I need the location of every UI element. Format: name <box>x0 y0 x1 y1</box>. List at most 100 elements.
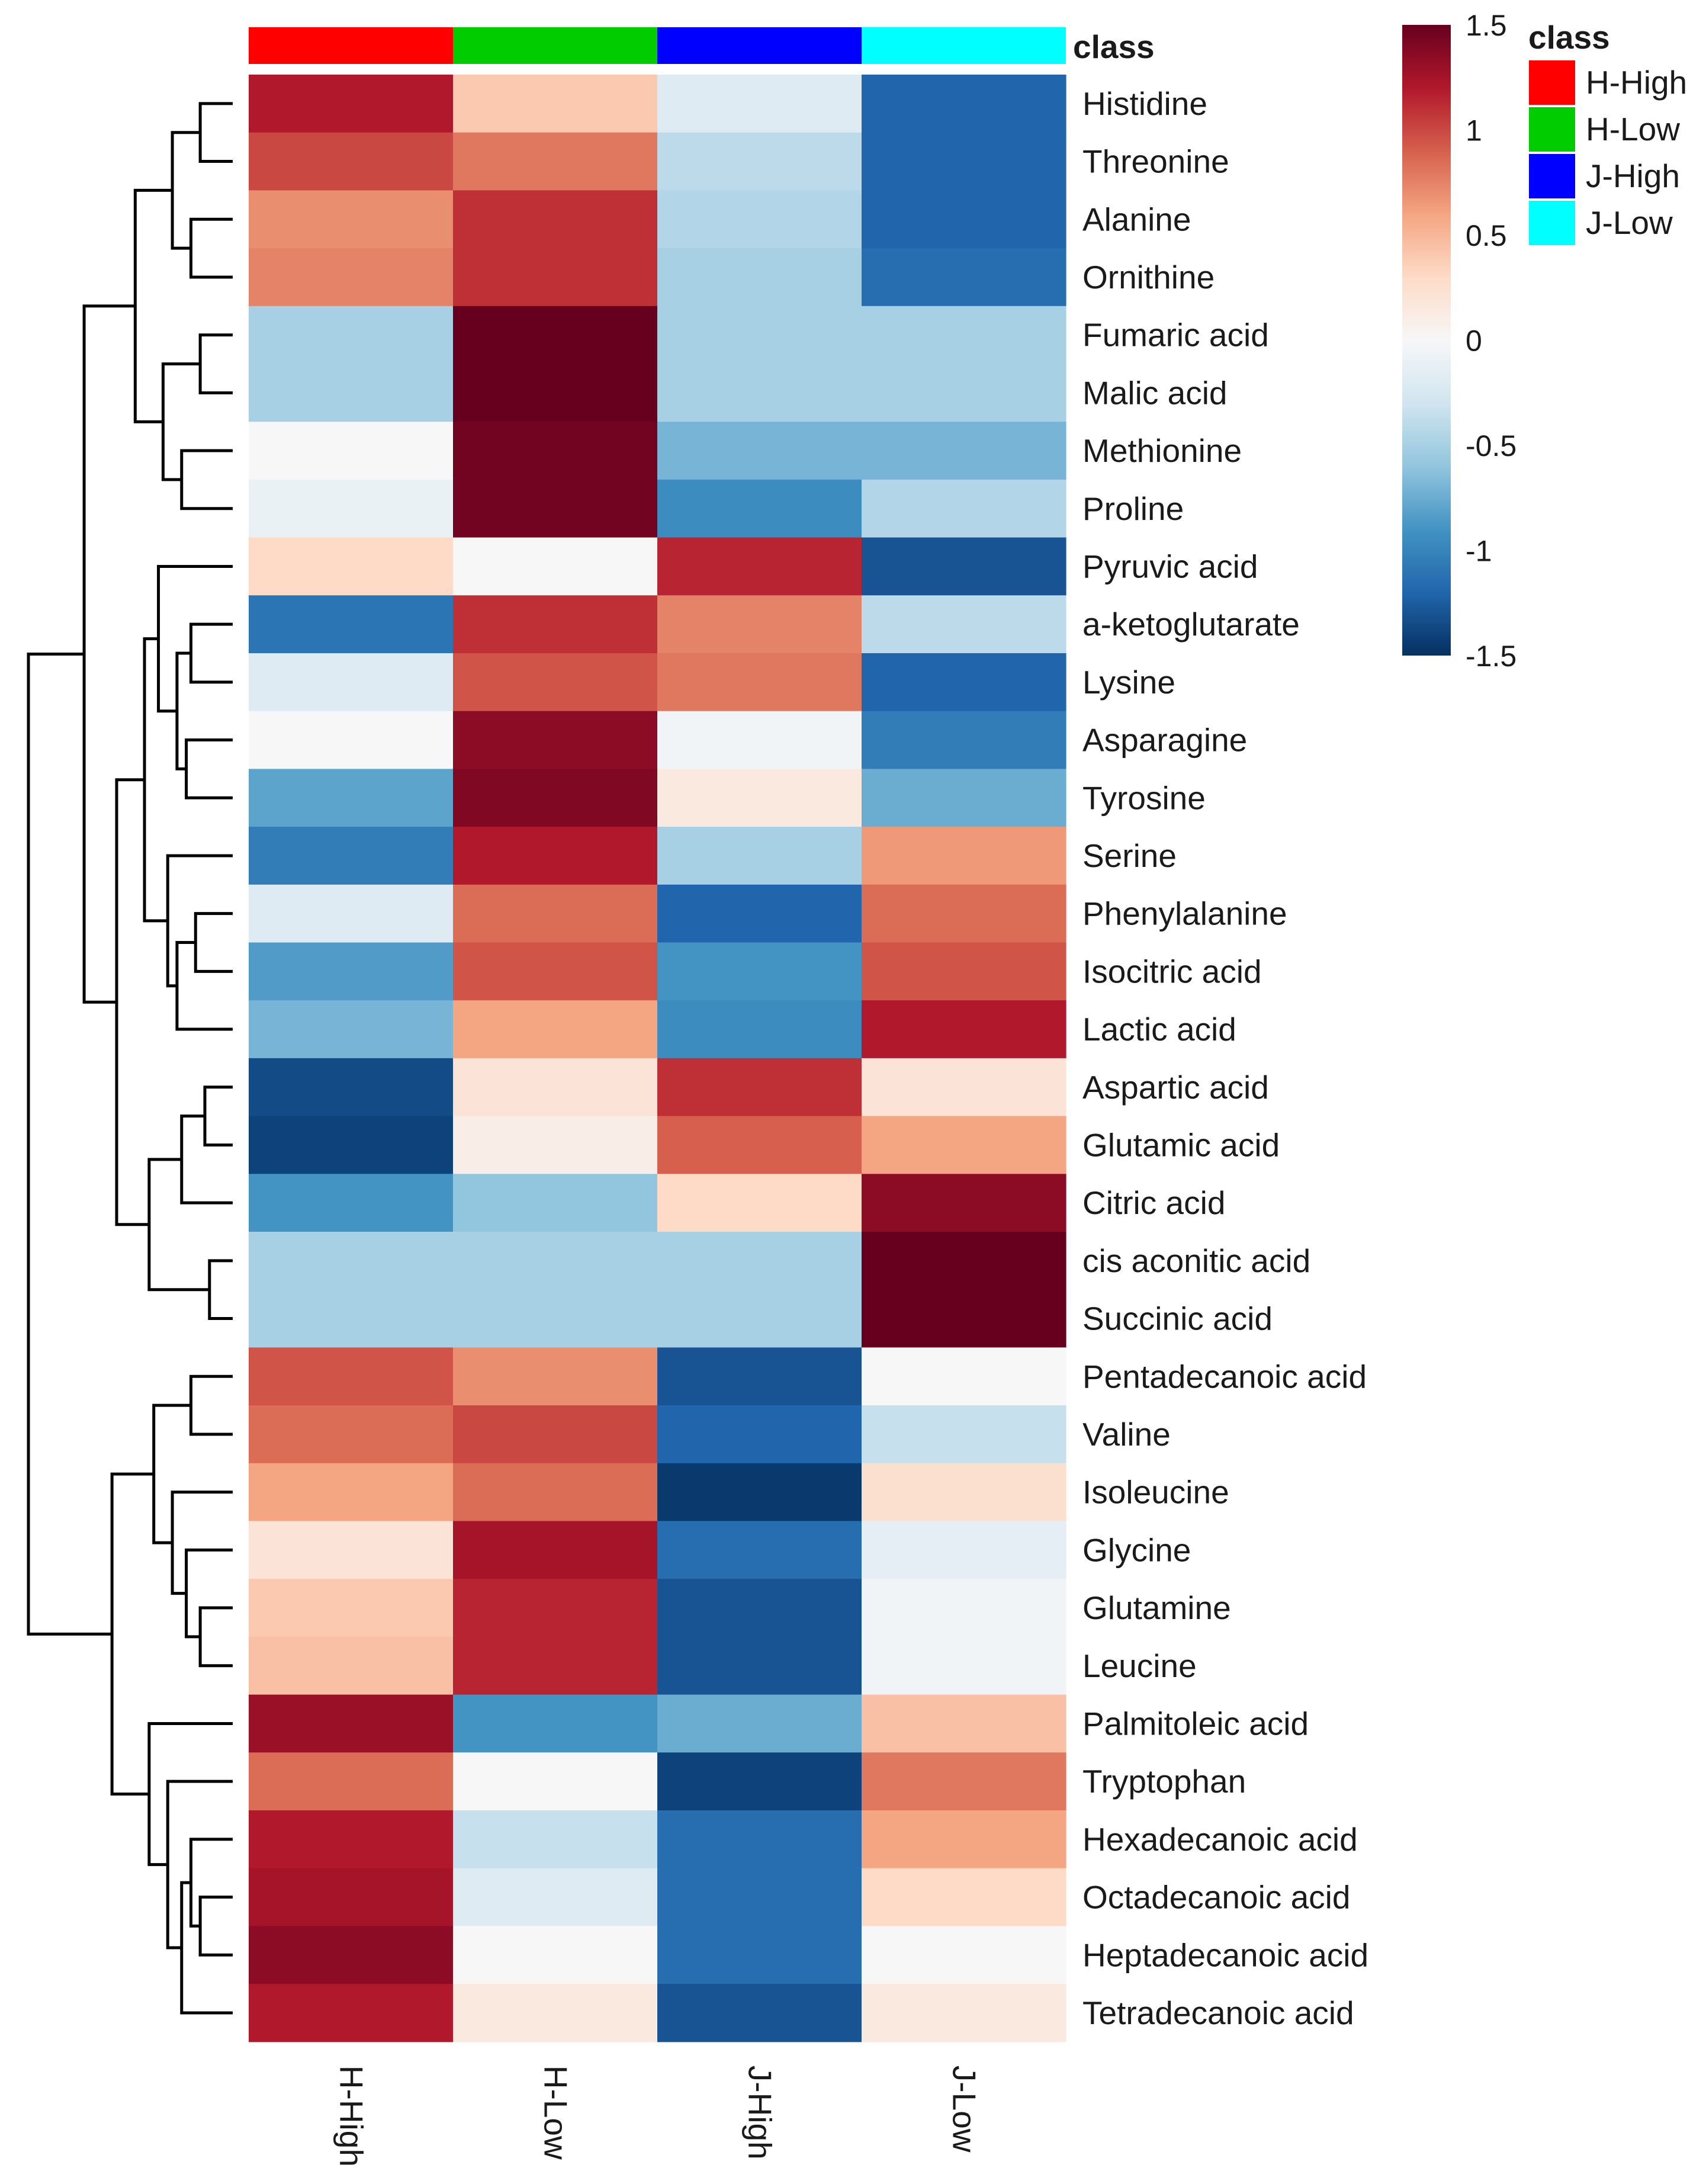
cell-Succinic-acid-J-High <box>657 1289 862 1348</box>
cell-a-ketoglutarate-H-High <box>249 595 454 654</box>
legend-label: J-Low <box>1586 204 1673 241</box>
cell-Glutamine-J-High <box>657 1579 862 1637</box>
row-label: Histidine <box>1082 85 1207 122</box>
row-label: Tryptophan <box>1082 1763 1246 1800</box>
scale-tick-label: 0 <box>1466 325 1482 358</box>
cell-Histidine-J-High <box>657 75 862 133</box>
dendrogram-branch <box>189 622 233 684</box>
cell-Succinic-acid-H-High <box>249 1289 454 1348</box>
row-label: Asparagine <box>1082 722 1247 759</box>
cell-Isoleucine-J-High <box>657 1463 862 1522</box>
cell-Pentadecanoic-acid-J-Low <box>862 1347 1066 1406</box>
class-legend: class H-High H-Low J-High J-Low <box>1528 19 1687 245</box>
cell-Asparagine-H-Low <box>453 711 658 769</box>
cell-Serine-J-Low <box>862 827 1066 885</box>
row-label: Palmitoleic acid <box>1082 1705 1309 1742</box>
cell-Leucine-J-High <box>657 1636 862 1695</box>
cell-Tyrosine-J-Low <box>862 769 1066 827</box>
dendrogram-branch <box>133 188 173 423</box>
dendrogram-branch <box>208 1259 233 1321</box>
cell-Tryptophan-J-Low <box>862 1752 1066 1811</box>
cell-Fumaric-acid-H-Low <box>453 306 658 365</box>
cell-Alanine-H-High <box>249 190 454 249</box>
dendrogram-branch <box>147 1158 210 1292</box>
cell-Ornithine-J-High <box>657 248 862 307</box>
scale-tick-label: 0.5 <box>1466 219 1507 252</box>
dendrogram-branch <box>198 102 233 163</box>
row-label: Phenylalanine <box>1082 895 1287 932</box>
cell-Glycine-H-High <box>249 1521 454 1579</box>
cell-Valine-H-High <box>249 1405 454 1464</box>
column-labels: H-High H-Low J-High J-Low <box>333 2066 983 2167</box>
row-label: a-ketoglutarate <box>1082 606 1300 643</box>
cell-Alanine-J-High <box>657 190 862 249</box>
dendrogram-branch <box>175 651 191 770</box>
cell-Fumaric-acid-H-High <box>249 306 454 365</box>
cell-Malic-acid-H-Low <box>453 364 658 422</box>
scale-tick-label: -0.5 <box>1466 429 1517 463</box>
cell-Tryptophan-H-Low <box>453 1752 658 1811</box>
scale-tick-label: 1.5 <box>1466 9 1507 42</box>
row-label: Lysine <box>1082 664 1175 701</box>
dendrogram-branch <box>110 1472 154 1796</box>
cell-Octadecanoic-acid-H-High <box>249 1868 454 1926</box>
cell-Leucine-H-High <box>249 1636 454 1695</box>
row-label: Citric acid <box>1082 1184 1225 1221</box>
row-label: Leucine <box>1082 1647 1197 1684</box>
cell-Lysine-H-High <box>249 653 454 712</box>
cell-cis-aconitic-acid-J-High <box>657 1232 862 1290</box>
cell-Tetradecanoic-acid-J-Low <box>862 1984 1066 2042</box>
legend-swatch-J-Low <box>1529 201 1575 245</box>
column-label: J-Low <box>946 2066 983 2153</box>
cell-Lactic-acid-J-Low <box>862 1000 1066 1059</box>
row-label: Glutamic acid <box>1082 1126 1280 1163</box>
dendrogram-branch <box>180 1881 233 2015</box>
cell-Glutamine-H-High <box>249 1579 454 1637</box>
class-bar-H-High <box>249 27 453 64</box>
cell-Glycine-H-Low <box>453 1521 658 1579</box>
cell-Lysine-H-Low <box>453 653 658 712</box>
cell-Threonine-J-High <box>657 132 862 191</box>
row-label: Fumaric acid <box>1082 317 1269 354</box>
dendrogram-branch <box>189 217 233 279</box>
cell-cis-aconitic-acid-H-High <box>249 1232 454 1290</box>
cell-Alanine-J-Low <box>862 190 1066 249</box>
class-legend-title: class <box>1528 19 1610 56</box>
cell-Histidine-H-Low <box>453 75 658 133</box>
row-label: Valine <box>1082 1416 1171 1453</box>
legend-label: H-High <box>1586 64 1687 101</box>
cell-Lysine-J-Low <box>862 653 1066 712</box>
cell-Heptadecanoic-acid-H-Low <box>453 1926 658 1984</box>
heatmap-cells <box>249 75 1066 2042</box>
class-bar-title: class <box>1073 28 1155 65</box>
dendrogram-branch <box>180 449 233 510</box>
cell-Tryptophan-J-High <box>657 1752 862 1811</box>
row-label: Hexadecanoic acid <box>1082 1821 1358 1858</box>
cell-Valine-H-Low <box>453 1405 658 1464</box>
cell-Methionine-J-Low <box>862 422 1066 480</box>
cell-Lactic-acid-H-High <box>249 1000 454 1059</box>
cell-Succinic-acid-H-Low <box>453 1289 658 1348</box>
cell-Phenylalanine-H-Low <box>453 884 658 943</box>
cell-Hexadecanoic-acid-H-Low <box>453 1810 658 1869</box>
cell-Serine-J-High <box>657 827 862 885</box>
row-label: Octadecanoic acid <box>1082 1879 1351 1916</box>
cell-Fumaric-acid-J-Low <box>862 306 1066 365</box>
cell-Malic-acid-J-High <box>657 364 862 422</box>
cell-Tetradecanoic-acid-H-High <box>249 1984 454 2042</box>
row-label: Tyrosine <box>1082 779 1206 816</box>
cell-Citric-acid-H-Low <box>453 1174 658 1232</box>
row-label: Aspartic acid <box>1082 1069 1269 1106</box>
row-label: Threonine <box>1082 143 1229 180</box>
cell-Tetradecanoic-acid-J-High <box>657 1984 862 2042</box>
dendrogram-branch <box>203 1085 233 1146</box>
dendrogram-branch <box>143 637 168 923</box>
row-label: Methionine <box>1082 432 1242 469</box>
cell-Tyrosine-H-Low <box>453 769 658 827</box>
cell-Lactic-acid-J-High <box>657 1000 862 1059</box>
cell-Isocitric-acid-J-Low <box>862 942 1066 1001</box>
row-label: cis aconitic acid <box>1082 1242 1310 1279</box>
cell-Isoleucine-J-Low <box>862 1463 1066 1522</box>
cell-Leucine-J-Low <box>862 1636 1066 1695</box>
row-label: Succinic acid <box>1082 1300 1273 1337</box>
